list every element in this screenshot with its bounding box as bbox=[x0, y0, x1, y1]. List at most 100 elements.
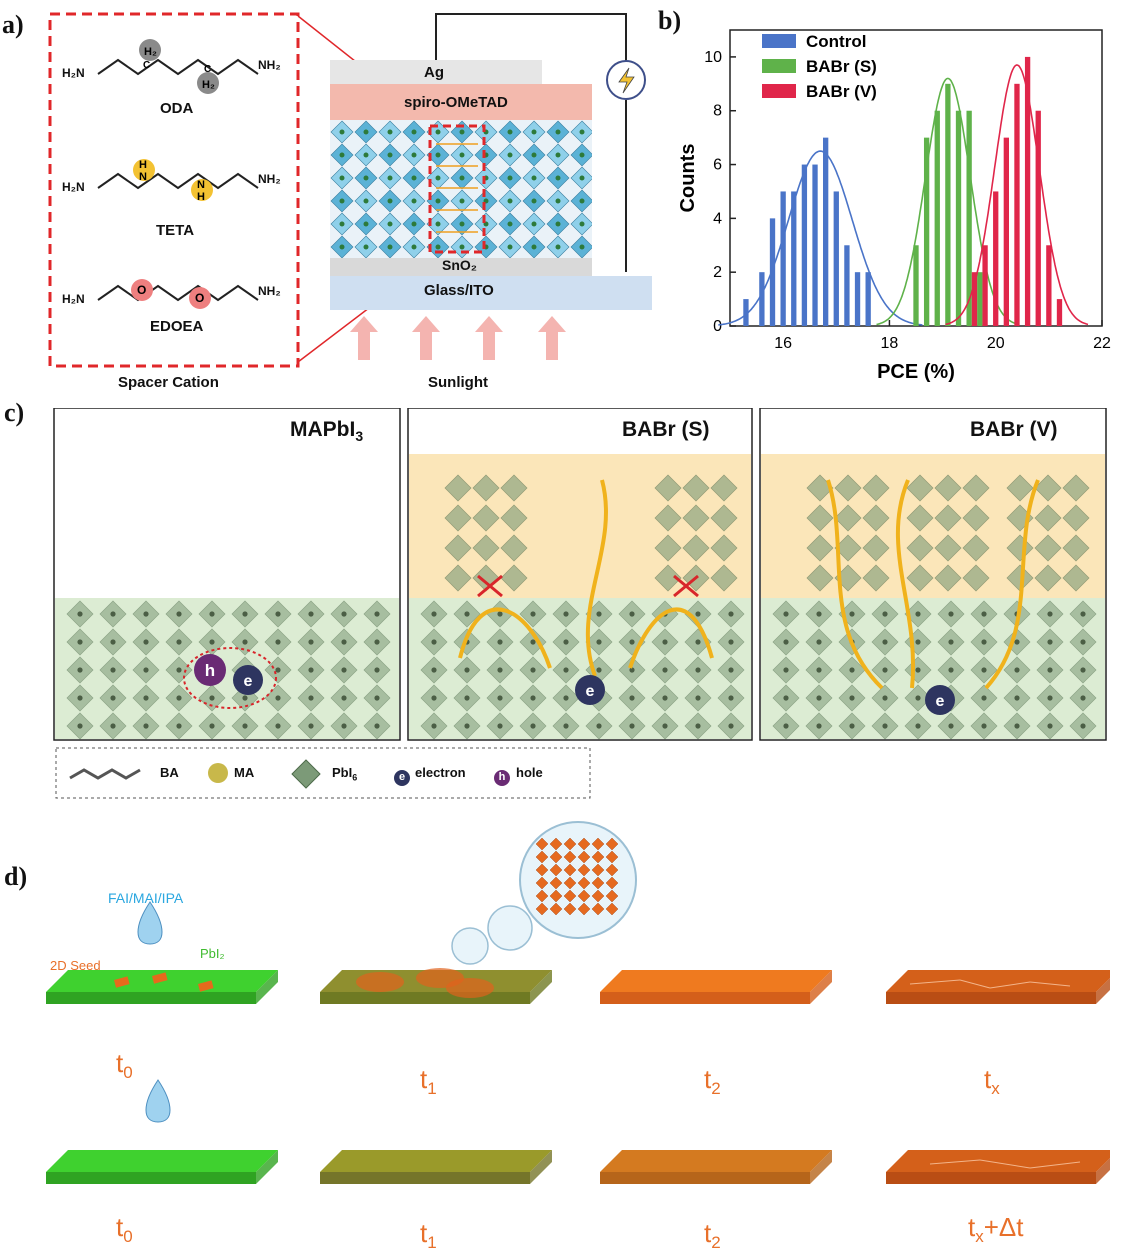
carrier-path-arrow bbox=[826, 479, 884, 690]
octahedron-2d bbox=[934, 474, 962, 502]
pb-node bbox=[1047, 667, 1053, 673]
seed-crystal bbox=[151, 972, 168, 984]
octahedron-2d bbox=[1062, 564, 1090, 592]
octahedron-2d bbox=[862, 504, 890, 532]
pb-node bbox=[882, 723, 888, 729]
film-b1-top bbox=[320, 1150, 552, 1172]
panel-letter-b: b) bbox=[658, 6, 682, 35]
cation-dot bbox=[555, 129, 561, 135]
cation-dot bbox=[411, 244, 417, 250]
film-t1-front bbox=[320, 992, 530, 1004]
pb-node bbox=[981, 695, 987, 701]
pb-node bbox=[275, 611, 281, 617]
electron-particle bbox=[233, 665, 263, 695]
y-tick-label: 6 bbox=[713, 157, 722, 174]
pb-node bbox=[530, 695, 536, 701]
cation-dot bbox=[435, 129, 441, 135]
legend-ba-label: BA bbox=[160, 765, 179, 780]
film-bx-front bbox=[886, 1172, 1096, 1184]
bar-control bbox=[823, 137, 829, 326]
octahedron-2d bbox=[934, 504, 962, 532]
cation-dot bbox=[339, 129, 345, 135]
layered-crystal-cell bbox=[605, 902, 619, 916]
film-b1-side bbox=[530, 1150, 552, 1184]
cation-dot bbox=[507, 129, 513, 135]
pb-node bbox=[1080, 723, 1086, 729]
pb-node bbox=[563, 639, 569, 645]
spacer-cation-caption: Spacer Cation bbox=[118, 374, 219, 391]
fit-curve-2 bbox=[945, 64, 1089, 326]
film-bx-side bbox=[1096, 1158, 1110, 1184]
pb-node bbox=[374, 611, 380, 617]
bar-babr-s- bbox=[913, 245, 919, 326]
octahedron-2d bbox=[1006, 474, 1034, 502]
layered-crystal-cell bbox=[563, 850, 577, 864]
octahedron-2d bbox=[1034, 534, 1062, 562]
top-time-t2: t2 bbox=[704, 1064, 721, 1099]
box-babr-s-title: BABr (S) bbox=[622, 418, 710, 441]
pb-node bbox=[77, 639, 83, 645]
cation-dot bbox=[435, 221, 441, 227]
layered-crystal-cell bbox=[549, 876, 563, 890]
edoea-label: EDOEA bbox=[150, 318, 204, 335]
cation-dot bbox=[387, 152, 393, 158]
octahedron-2d bbox=[906, 564, 934, 592]
pb-node bbox=[497, 695, 503, 701]
cation-dot bbox=[531, 221, 537, 227]
pb-node bbox=[176, 639, 182, 645]
layered-crystal-cell bbox=[535, 876, 549, 890]
pb-node bbox=[563, 723, 569, 729]
octahedron-2d bbox=[654, 474, 682, 502]
glass-layer-label: Glass/ITO bbox=[424, 282, 494, 299]
legend-pbi6-label: PbI6 bbox=[332, 765, 358, 783]
pb-node bbox=[662, 695, 668, 701]
svg-text:H₂: H₂ bbox=[202, 79, 215, 91]
layered-crystal-cell bbox=[549, 889, 563, 903]
electron-glyph: e bbox=[586, 683, 595, 700]
legend-hole-label: hole bbox=[516, 765, 543, 780]
pb-node bbox=[629, 695, 635, 701]
legend-entry: Control bbox=[806, 32, 866, 51]
octahedron-2d bbox=[862, 474, 890, 502]
octahedron-2d bbox=[962, 534, 990, 562]
cation-dot bbox=[363, 198, 369, 204]
octahedron-2d bbox=[962, 474, 990, 502]
pb-node bbox=[464, 723, 470, 729]
bar-babr-s- bbox=[966, 110, 972, 327]
film-t2-front bbox=[600, 992, 810, 1004]
cation-dot bbox=[363, 175, 369, 181]
cation-dot bbox=[555, 221, 561, 227]
cation-dot bbox=[363, 129, 369, 135]
octahedron-2d bbox=[906, 474, 934, 502]
pb-node bbox=[563, 667, 569, 673]
panel-d-figure bbox=[46, 821, 1110, 1184]
octahedron-2d bbox=[500, 534, 528, 562]
pb-node bbox=[209, 639, 215, 645]
pb-node bbox=[948, 611, 954, 617]
octahedron-2d bbox=[1062, 504, 1090, 532]
bar-control bbox=[759, 272, 765, 326]
octahedron-2d bbox=[654, 534, 682, 562]
sunlight-arrows bbox=[350, 316, 566, 360]
pb-node bbox=[882, 695, 888, 701]
layered-crystal-cell bbox=[605, 889, 619, 903]
legend-entry: BABr (V) bbox=[806, 82, 877, 101]
pb-node bbox=[110, 639, 116, 645]
panel-letter-d: d) bbox=[4, 862, 28, 891]
layered-crystal-cell bbox=[563, 876, 577, 890]
hole-particle bbox=[194, 654, 226, 686]
pb-node bbox=[915, 723, 921, 729]
film-t0-front bbox=[46, 992, 256, 1004]
pb-node bbox=[728, 723, 734, 729]
cation-dot bbox=[579, 175, 585, 181]
oda-right-group: NH₂ bbox=[258, 58, 281, 72]
pb-node bbox=[275, 695, 281, 701]
oda-molecule: H₂ C C H₂ bbox=[97, 39, 259, 94]
pb-node bbox=[695, 639, 701, 645]
x-tick-label: 16 bbox=[774, 335, 792, 352]
film-b0-top bbox=[46, 1150, 278, 1172]
pb-node bbox=[209, 611, 215, 617]
pb-node bbox=[783, 611, 789, 617]
zoom-bubble-large bbox=[519, 821, 637, 939]
pb-node bbox=[143, 695, 149, 701]
